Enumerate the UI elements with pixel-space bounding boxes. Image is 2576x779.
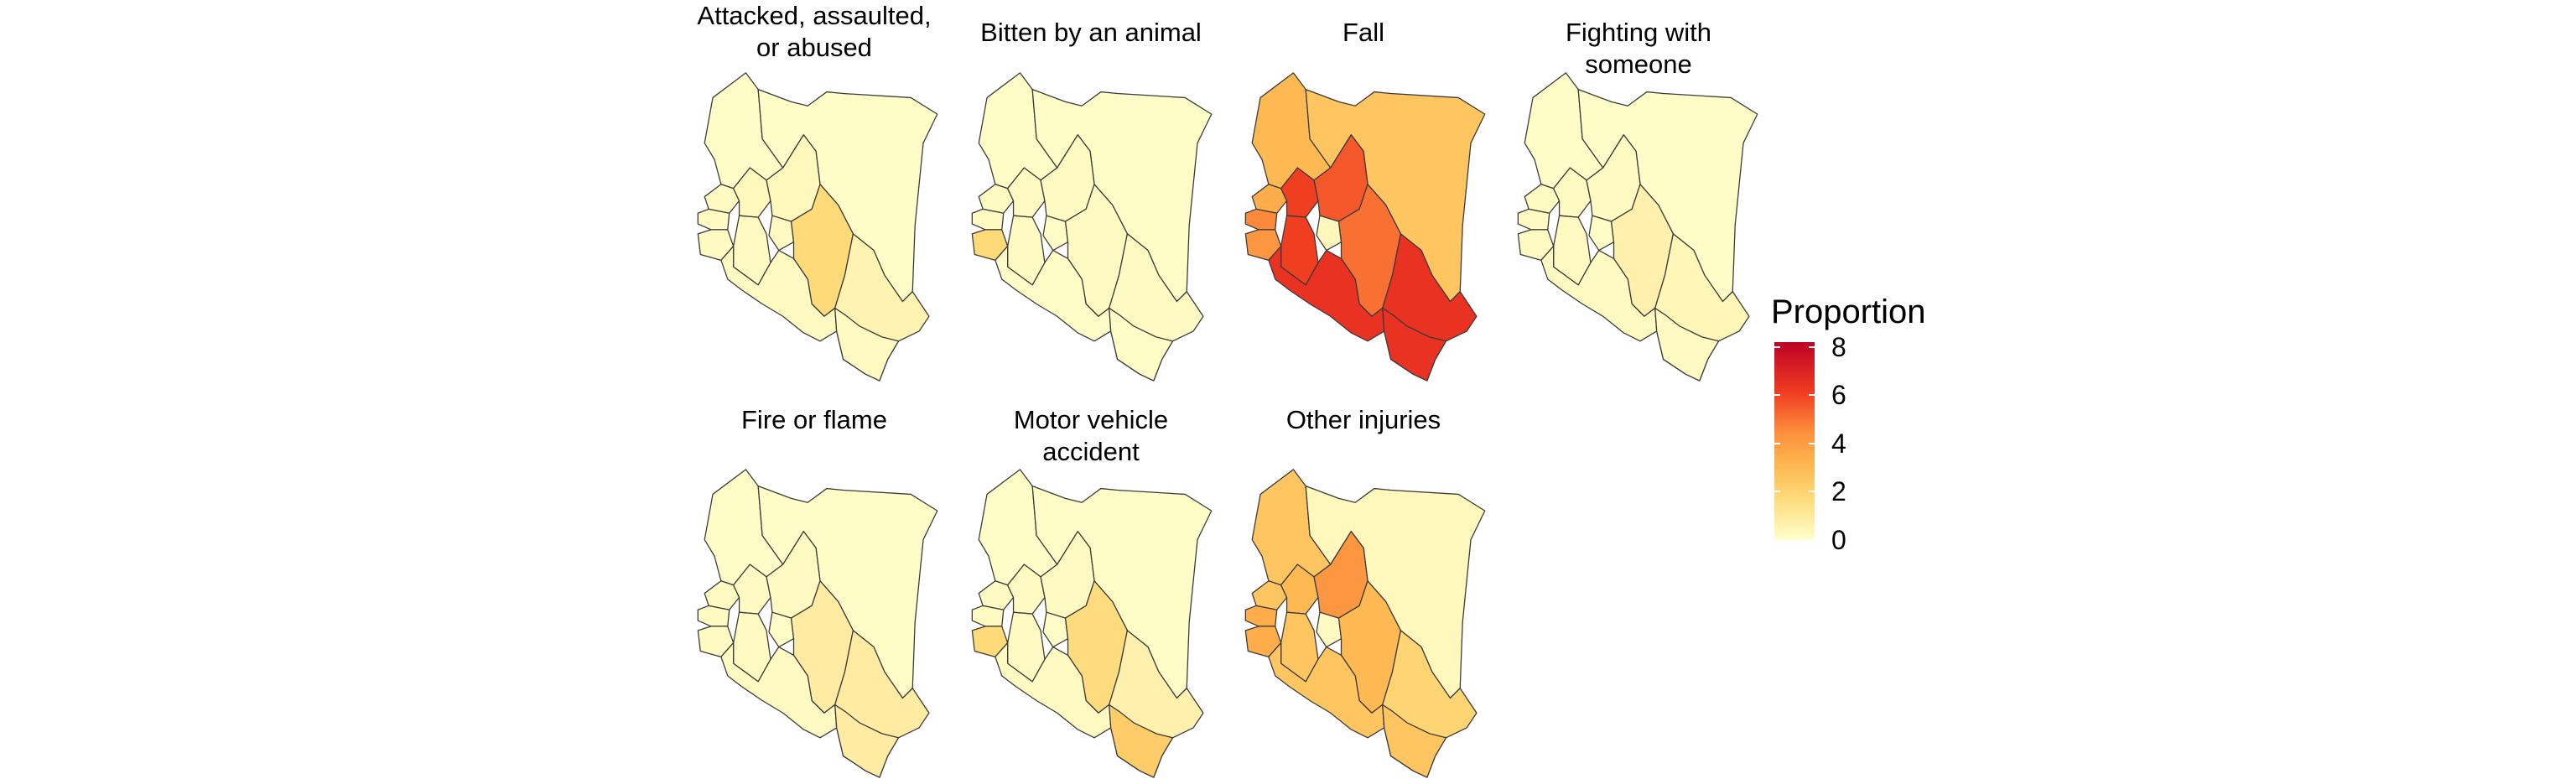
region-lakeC (733, 563, 771, 615)
legend-tick-mark (1774, 491, 1780, 493)
region-lakeC (1553, 167, 1592, 218)
region-lakeW (697, 208, 730, 231)
legend-tick-mark (1809, 442, 1815, 444)
region-southwest (995, 245, 1112, 342)
region-nairobi (768, 215, 795, 252)
region-nairobi (1316, 611, 1343, 648)
legend-tick-mark (1809, 345, 1815, 348)
choropleth-map (1517, 72, 1758, 382)
region-lakeC (1007, 563, 1046, 615)
choropleth-map (697, 72, 938, 382)
choropleth-map (971, 72, 1213, 382)
legend-tick-mark (1809, 394, 1815, 397)
region-lakeC (1280, 167, 1319, 218)
region-southwest (1540, 245, 1658, 342)
legend-tick-mark (1774, 345, 1780, 348)
region-lakeW (1244, 208, 1278, 231)
region-southeast (1109, 307, 1174, 382)
legend-title: Proportion (1771, 293, 1926, 330)
region-nairobi (1042, 215, 1069, 252)
region-lakeW (697, 605, 730, 627)
panel-title: Attacked, assaulted, or abused (697, 1, 932, 62)
choropleth-map (1244, 72, 1486, 382)
panel-title: Fall (1343, 18, 1384, 47)
legend-tick-label: 8 (1831, 331, 1846, 362)
legend-tick-label: 2 (1831, 476, 1846, 507)
legend-tick-mark (1774, 442, 1780, 444)
panel-title: Fighting with someone (1565, 18, 1712, 79)
choropleth-map (697, 469, 938, 778)
region-southeast (1382, 704, 1447, 778)
region-lakeW (971, 605, 1005, 627)
panel-title: Other injuries (1285, 405, 1441, 434)
region-southeast (1382, 307, 1447, 382)
region-lakeC (1280, 563, 1319, 615)
legend-tick-mark (1774, 539, 1780, 541)
legend-tick-label: 0 (1831, 525, 1846, 555)
region-lakeW (971, 208, 1005, 231)
region-lakeC (1007, 167, 1046, 218)
region-southwest (1268, 641, 1385, 739)
region-southwest (995, 641, 1112, 739)
legend-tick-mark (1809, 491, 1815, 493)
legend-tick-mark (1774, 394, 1780, 397)
choropleth-map (1244, 469, 1486, 778)
region-southwest (1268, 245, 1385, 342)
region-southeast (1654, 307, 1720, 382)
region-lakeC (733, 167, 771, 218)
region-nairobi (1316, 215, 1343, 252)
panel-title: Motor vehicle accident (1013, 405, 1169, 466)
panel-title: Bitten by an animal (980, 18, 1202, 47)
region-southeast (834, 307, 900, 382)
region-nairobi (1588, 215, 1615, 252)
legend-tick-mark (1809, 539, 1815, 541)
region-southwest (720, 245, 838, 342)
region-southeast (1109, 704, 1174, 778)
legend-tick-label: 6 (1831, 380, 1846, 411)
region-lakeW (1517, 208, 1550, 231)
legend-tick-label: 4 (1831, 428, 1846, 459)
region-southwest (720, 641, 838, 739)
region-nairobi (768, 611, 795, 648)
panel-title: Fire or flame (741, 405, 887, 434)
choropleth-map (971, 469, 1213, 778)
region-nairobi (1042, 611, 1069, 648)
region-southeast (834, 704, 900, 778)
region-lakeW (1244, 605, 1278, 627)
legend-colorbar (1774, 342, 1815, 540)
